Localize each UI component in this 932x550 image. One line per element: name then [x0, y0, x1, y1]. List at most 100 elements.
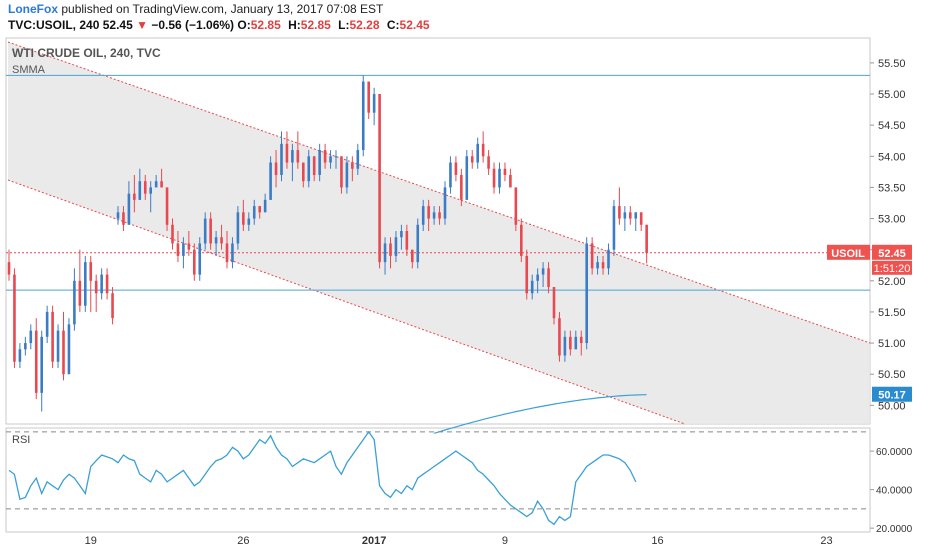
candle — [329, 150, 332, 169]
last-price-tag-box — [872, 244, 912, 260]
publish-info: LoneFox published on TradingView.com, Ja… — [8, 2, 383, 16]
candle-body — [421, 206, 425, 225]
low-label: L: — [338, 18, 350, 32]
price-axis-label: 52.00 — [878, 276, 906, 288]
price-change: −0.56 (−1.06%) — [151, 18, 235, 32]
candle-body — [18, 349, 22, 362]
candle-body — [345, 162, 349, 188]
rsi-line — [8, 430, 637, 526]
smma-label: SMMA — [12, 64, 46, 76]
candle — [258, 206, 261, 219]
candle — [541, 262, 545, 288]
candle-body — [171, 224, 174, 244]
candle-body — [176, 243, 180, 256]
candle — [138, 168, 142, 200]
candle — [618, 187, 621, 225]
symbol-interval: 240 — [79, 18, 100, 32]
rsi-axis-label: 60.0000 — [876, 447, 913, 458]
candle — [443, 181, 447, 225]
candle-body — [563, 336, 567, 356]
candle-body — [498, 168, 501, 188]
candle — [432, 206, 436, 225]
candle-body — [187, 243, 191, 250]
candle — [100, 268, 103, 300]
candle-body — [601, 262, 605, 269]
candle-body — [312, 156, 316, 175]
candle — [127, 181, 131, 225]
rsi-pane[interactable] — [5, 427, 871, 533]
candle — [84, 255, 87, 312]
candle — [579, 330, 583, 356]
candle-body — [432, 212, 436, 219]
price-axis-label: 55.00 — [878, 89, 906, 101]
candle — [176, 231, 180, 263]
candle — [476, 137, 479, 169]
candle — [274, 150, 278, 188]
price-axis-label: 50.50 — [878, 369, 906, 381]
open-value: 52.85 — [250, 18, 281, 32]
candle-body — [590, 243, 594, 269]
candle-body — [40, 336, 43, 393]
candle — [411, 249, 414, 269]
candle — [193, 243, 196, 281]
candle-body — [639, 212, 643, 225]
candle-body — [62, 330, 65, 375]
candle — [427, 199, 430, 231]
candle — [225, 231, 229, 269]
author-link[interactable]: LoneFox — [8, 2, 58, 16]
candle — [645, 224, 648, 264]
candle — [7, 249, 11, 281]
candle-body — [78, 280, 82, 306]
candle — [558, 311, 561, 362]
candle — [514, 187, 518, 231]
candle — [312, 156, 316, 182]
candle — [45, 305, 49, 344]
candle-body — [165, 187, 169, 225]
candle-body — [302, 162, 305, 182]
candle — [111, 287, 114, 325]
candle-body — [503, 168, 507, 175]
candle — [318, 143, 321, 182]
candle — [612, 199, 616, 256]
candle-body — [24, 343, 27, 350]
candle-body — [154, 181, 158, 188]
candle — [18, 343, 22, 368]
candle-body — [465, 156, 469, 200]
candle — [280, 131, 283, 182]
candle — [247, 212, 251, 231]
smma-tag-label: 50.17 — [878, 390, 906, 402]
candle-body — [220, 237, 223, 244]
candle-body — [105, 274, 109, 294]
candle — [307, 150, 311, 188]
candle-body — [209, 218, 212, 244]
candle-body — [323, 150, 327, 163]
rsi-label: RSI — [12, 434, 30, 446]
candle — [536, 268, 539, 294]
candle — [94, 274, 98, 312]
candle-body — [367, 81, 370, 113]
candle-body — [258, 206, 261, 213]
candle-body — [285, 143, 289, 163]
candle — [596, 255, 599, 275]
candle-body — [182, 243, 185, 256]
candle-body — [552, 287, 556, 319]
candle-body — [645, 224, 648, 253]
candle-body — [443, 187, 447, 219]
candle — [421, 199, 425, 231]
candle — [351, 156, 354, 182]
candle — [509, 168, 512, 188]
candle — [639, 212, 643, 231]
candle — [62, 311, 65, 381]
candle-body — [143, 181, 147, 194]
candle — [601, 255, 605, 275]
candle-body — [514, 187, 518, 225]
candle — [460, 168, 463, 207]
symbol-name: TVC:USOIL — [8, 18, 73, 32]
candle — [182, 237, 185, 269]
candle — [416, 218, 420, 269]
candle-body — [487, 156, 490, 169]
candle-body — [198, 243, 202, 275]
candle — [345, 156, 349, 194]
time-axis-label: 2017 — [362, 535, 386, 547]
